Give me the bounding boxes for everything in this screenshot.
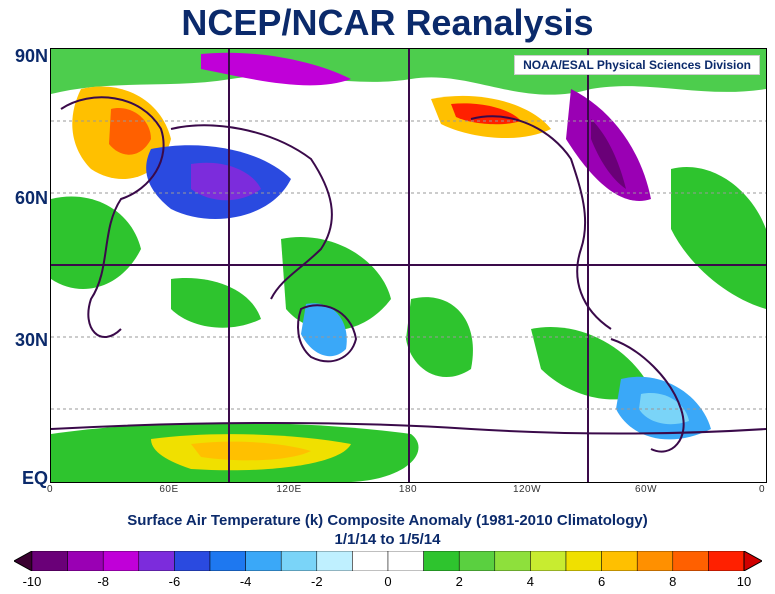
colorbar-swatch — [316, 551, 353, 571]
caption-title: Surface Air Temperature (k) Composite An… — [127, 512, 648, 529]
colorbar-swatch — [601, 551, 638, 571]
lon-label-60w: 60W — [634, 484, 658, 495]
lat-label-eq: EQ — [21, 468, 48, 488]
colorbar-swatch — [708, 551, 745, 571]
colorbar-tick-label: 6 — [597, 574, 606, 589]
colorbar-swatch — [67, 551, 104, 571]
colorbar-swatch — [565, 551, 602, 571]
caption-date-range: 1/1/14 to 1/5/14 — [334, 531, 441, 548]
colorbar-tick-label: -2 — [311, 574, 323, 589]
colorbar-swatch — [174, 551, 211, 571]
lon-label-0-east: 0 — [758, 484, 766, 495]
lat-label-90n: 90N — [14, 46, 48, 66]
colorbar-swatch — [672, 551, 709, 571]
colorbar-swatch — [387, 551, 424, 571]
anomaly-map-graphic — [51, 49, 766, 482]
colorbar-swatch — [530, 551, 567, 571]
anomaly-map: NOAA/ESAL Physical Sciences Division — [50, 48, 767, 483]
lon-label-60e: 60E — [159, 484, 179, 495]
colorbar-swatch — [280, 551, 318, 571]
colorbar-arrow-max — [743, 551, 762, 571]
map-title: NCEP/NCAR Reanalysis — [181, 2, 594, 43]
colorbar-tick-label: -6 — [168, 574, 181, 589]
colorbar-tick-label: 10 — [736, 574, 752, 589]
colorbar — [14, 551, 762, 571]
colorbar-tick-label: 4 — [526, 574, 535, 589]
lon-label-120e: 120E — [276, 484, 302, 495]
colorbar-swatch — [636, 551, 674, 571]
colorbar-swatch — [494, 551, 531, 571]
colorbar-swatch — [352, 551, 389, 571]
colorbar-swatch — [458, 551, 496, 571]
colorbar-arrow-min — [14, 551, 33, 571]
colorbar-tick-label: 0 — [384, 574, 392, 589]
data-source-credit: NOAA/ESAL Physical Sciences Division — [514, 55, 760, 75]
lon-label-120w: 120W — [512, 484, 542, 495]
colorbar-swatch — [31, 551, 68, 571]
colorbar-swatch — [138, 551, 175, 571]
lat-label-30n: 30N — [14, 330, 48, 350]
lon-label-180: 180 — [398, 484, 418, 495]
colorbar-swatch — [102, 551, 140, 571]
colorbar-tick-label: 2 — [455, 574, 463, 589]
colorbar-tick-label: -8 — [97, 574, 109, 589]
colorbar-tick-label: -4 — [239, 574, 252, 589]
lat-label-60n: 60N — [14, 188, 48, 208]
lon-label-0: 0 — [46, 484, 54, 495]
colorbar-swatch — [245, 551, 282, 571]
colorbar-swatch — [423, 551, 460, 571]
colorbar-tick-label: -10 — [22, 574, 42, 589]
colorbar-tick-label: 8 — [669, 574, 677, 589]
colorbar-swatch — [209, 551, 246, 571]
